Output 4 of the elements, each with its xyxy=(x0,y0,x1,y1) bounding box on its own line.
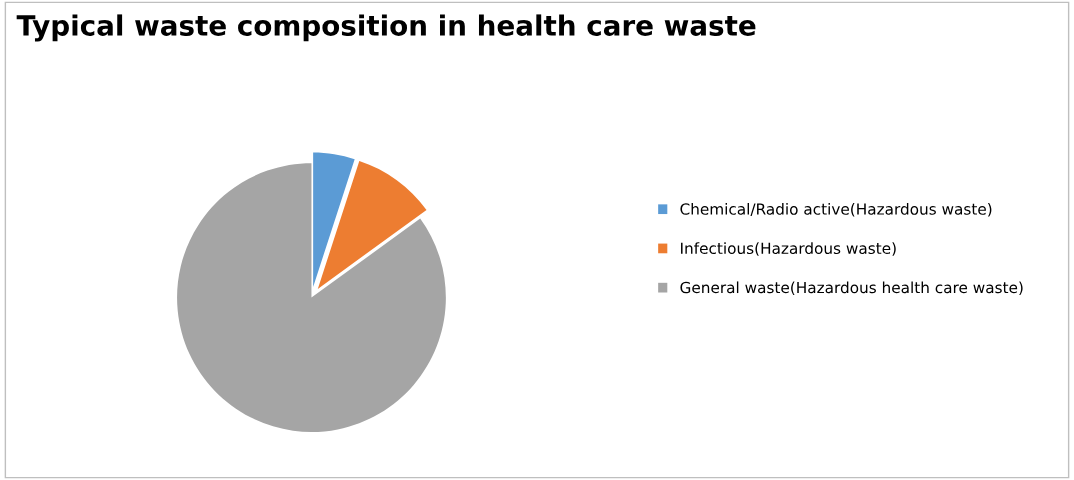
legend-label: Chemical/Radio active(Hazardous waste) xyxy=(680,202,992,217)
legend-label: Infectious(Hazardous waste) xyxy=(681,242,896,256)
legend-label: General waste(Hazardous health care waste) xyxy=(680,281,1023,296)
chart-title: Typical waste composition in health care waste xyxy=(16,14,756,42)
